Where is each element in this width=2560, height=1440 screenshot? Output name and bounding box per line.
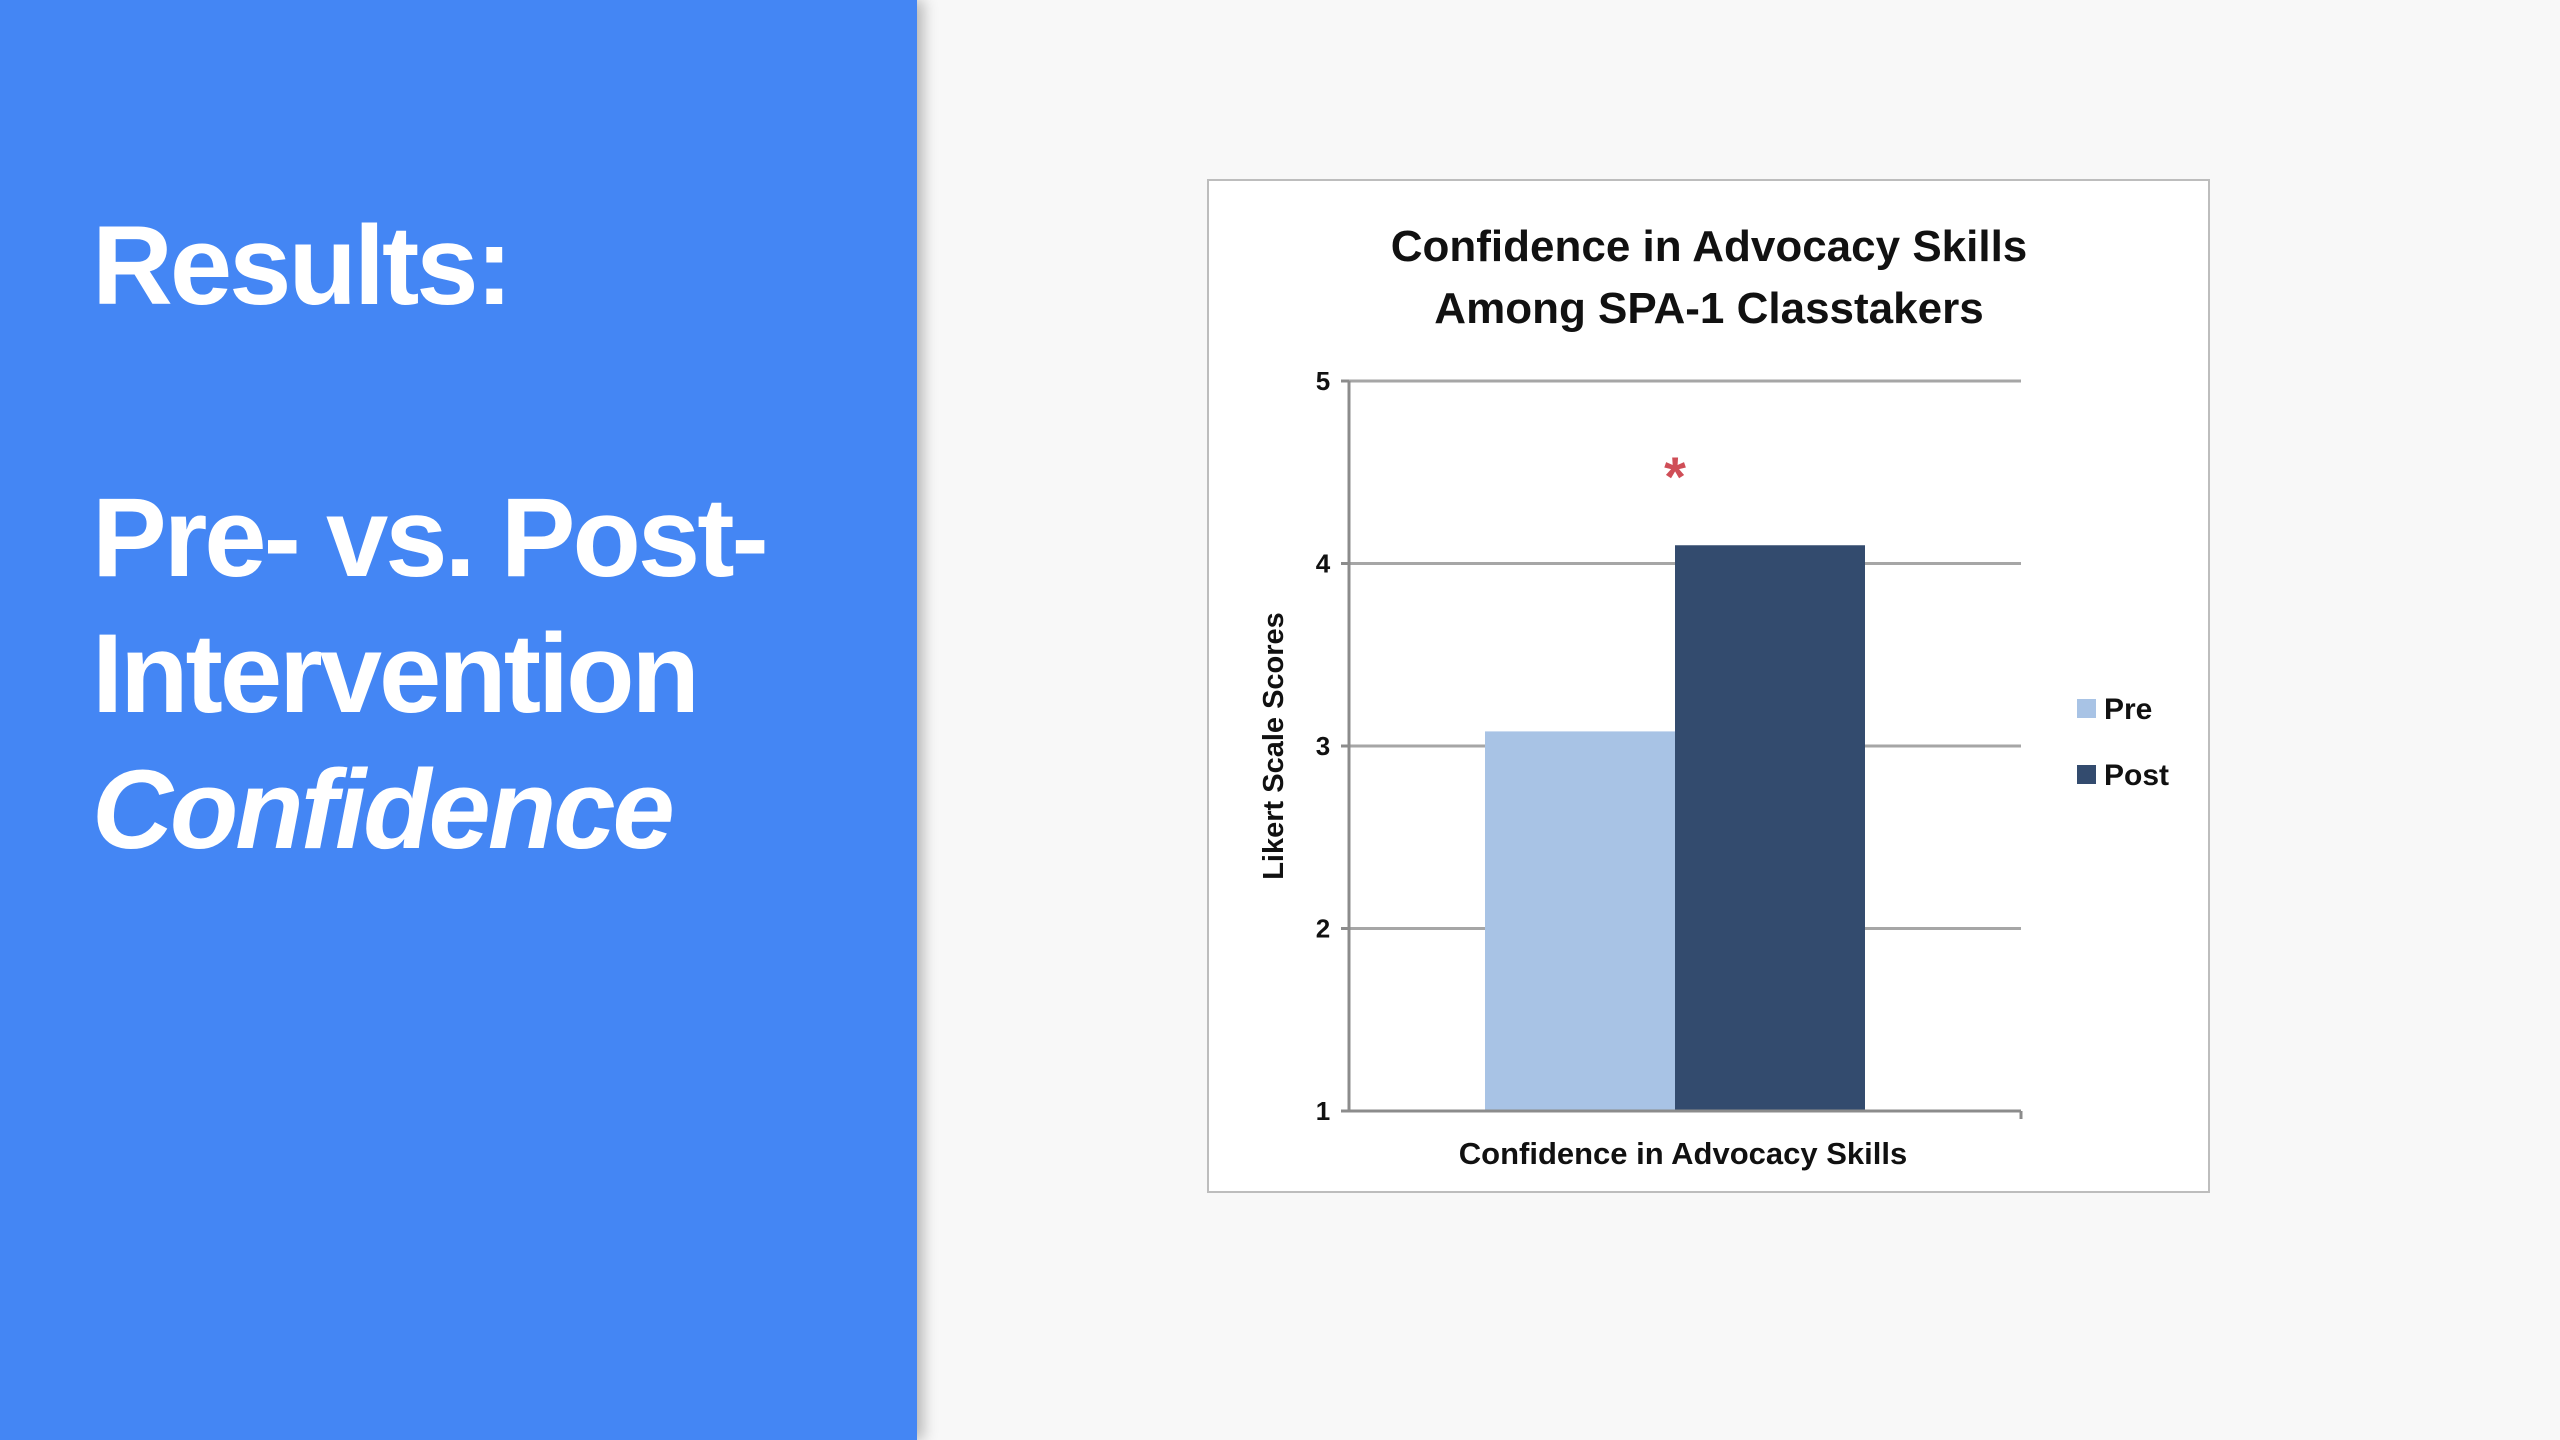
y-tick-label-1: 1 xyxy=(1316,1096,1330,1126)
y-tick-label-4: 4 xyxy=(1316,549,1331,579)
heading-pre-vs-post: Pre- vs. Post- xyxy=(92,475,769,600)
title-panel: Results: Pre- vs. Post- Intervention Con… xyxy=(0,0,917,1440)
legend-swatch-post xyxy=(2077,765,2096,784)
chart-title-line1: Confidence in Advocacy Skills xyxy=(1391,222,2028,271)
heading-confidence: Confidence xyxy=(92,747,675,872)
heading-results: Results: xyxy=(92,203,513,328)
confidence-chart: Confidence in Advocacy Skills Among SPA-… xyxy=(1258,222,2169,1171)
y-axis-label: Likert Scale Scores xyxy=(1258,612,1290,880)
heading-intervention: Intervention xyxy=(92,611,700,736)
slide-heading: Results: Pre- vs. Post- Intervention Con… xyxy=(92,198,892,878)
legend-label-pre: Pre xyxy=(2104,693,2152,726)
y-tick-label-3: 3 xyxy=(1316,731,1330,761)
y-tick-label-5: 5 xyxy=(1316,366,1330,396)
heading-spacer xyxy=(92,334,892,470)
legend-label-post: Post xyxy=(2104,759,2169,792)
bar-post xyxy=(1675,545,1865,1111)
legend-swatch-pre xyxy=(2077,699,2096,718)
axes: 1 2 3 4 5 xyxy=(1316,366,2023,1126)
chart-frame: Confidence in Advocacy Skills Among SPA-… xyxy=(1207,179,2210,1193)
legend: Pre Post xyxy=(2077,693,2169,792)
significance-asterisk: * xyxy=(1664,445,1686,508)
bars xyxy=(1485,545,1865,1111)
y-tick-label-2: 2 xyxy=(1316,914,1330,944)
x-axis-label: Confidence in Advocacy Skills xyxy=(1459,1136,1908,1171)
chart-title-line2: Among SPA-1 Classtakers xyxy=(1434,284,1983,333)
bar-pre xyxy=(1485,731,1675,1111)
